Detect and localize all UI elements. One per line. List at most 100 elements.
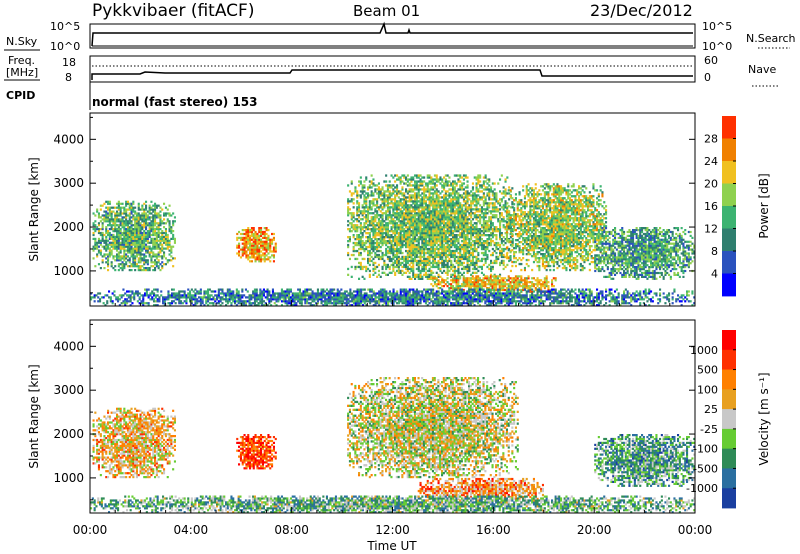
- power-echo-cell: [347, 184, 350, 187]
- power-echo-cell: [105, 228, 108, 231]
- power-echo-cell: [433, 218, 436, 221]
- power-echo-cell: [423, 228, 426, 231]
- power-echo-cell: [249, 230, 252, 234]
- power-echo-cell: [522, 231, 525, 234]
- power-echo-cell: [486, 283, 489, 286]
- power-echo-cell: [414, 202, 417, 205]
- power-echo-cell: [161, 247, 164, 250]
- power-echo-cell: [488, 228, 491, 231]
- power-echo-cell: [163, 218, 166, 221]
- power-echo-cell: [370, 216, 373, 219]
- power-echo-cell: [443, 186, 446, 189]
- power-echo-cell: [423, 240, 426, 243]
- power-echo-cell: [475, 285, 478, 288]
- power-echo-cell: [529, 203, 532, 206]
- power-echo-cell: [432, 236, 435, 239]
- power-echo-cell: [236, 236, 239, 239]
- power-echo-cell: [518, 279, 521, 282]
- power-echo-cell: [459, 228, 462, 231]
- power-echo-cell: [401, 198, 404, 201]
- power-echo-cell: [430, 273, 433, 276]
- power-echo-cell: [433, 265, 436, 269]
- power-echo-cell: [139, 216, 142, 219]
- power-echo-cell: [405, 216, 408, 219]
- power-echo-cell: [423, 243, 426, 247]
- power-echo-cell: [415, 184, 418, 187]
- power-echo-cell: [504, 283, 507, 286]
- power-echo-cell: [499, 226, 502, 229]
- power-echo-cell: [552, 290, 555, 294]
- power-echo-cell: [452, 204, 455, 207]
- power-echo-cell: [170, 245, 173, 248]
- power-echo-cell: [443, 210, 446, 213]
- power-echo-cell: [116, 220, 119, 223]
- power-echo-cell: [130, 220, 133, 223]
- power-echo-cell: [126, 259, 129, 262]
- power-echo-cell: [410, 184, 413, 187]
- power-echo-cell: [507, 215, 510, 218]
- power-echo-cell: [157, 261, 160, 264]
- power-echo-cell: [132, 228, 135, 231]
- power-echo-cell: [247, 248, 250, 251]
- power-echo-cell: [410, 176, 413, 179]
- power-echo-cell: [163, 241, 166, 244]
- power-echo-cell: [152, 214, 155, 217]
- power-echo-cell: [408, 277, 411, 280]
- power-echo-cell: [103, 202, 106, 205]
- power-echo-cell: [502, 186, 505, 189]
- power-echo-cell: [386, 206, 389, 209]
- power-echo-cell: [471, 285, 474, 288]
- power-echo-cell: [534, 187, 537, 190]
- power-echo-cell: [145, 226, 148, 229]
- power-echo-cell: [97, 216, 100, 219]
- power-echo-cell: [500, 251, 503, 255]
- power-echo-cell: [511, 281, 514, 284]
- power-echo-cell: [256, 232, 259, 236]
- power-echo-cell: [121, 257, 124, 260]
- power-echo-cell: [471, 253, 474, 257]
- power-echo-cell: [448, 192, 451, 195]
- power-echo-cell: [531, 215, 534, 218]
- power-echo-cell: [477, 216, 480, 219]
- power-echo-cell: [97, 230, 100, 233]
- power-echo-cell: [128, 214, 131, 217]
- power-echo-cell: [505, 257, 508, 260]
- power-echo-cell: [376, 224, 379, 227]
- power-echo-cell: [505, 287, 508, 290]
- power-echo-cell: [430, 261, 433, 265]
- power-echo-cell: [433, 283, 436, 286]
- power-echo-cell: [473, 263, 476, 267]
- power-echo-cell: [139, 265, 142, 268]
- power-echo-cell: [455, 228, 458, 231]
- power-echo-cell: [260, 230, 263, 234]
- power-echo-cell: [444, 283, 447, 286]
- power-echo-cell: [361, 257, 364, 261]
- power-echo-cell: [155, 237, 158, 240]
- power-echo-cell: [150, 206, 153, 209]
- power-echo-cell: [347, 243, 350, 247]
- power-echo-cell: [163, 237, 166, 240]
- power-echo-cell: [374, 251, 377, 255]
- power-echo-cell: [406, 222, 409, 225]
- power-echo-cell: [421, 214, 424, 217]
- power-echo-cell: [265, 227, 268, 230]
- power-echo-cell: [426, 277, 429, 280]
- power-echo-cell: [428, 277, 431, 280]
- power-echo-cell: [164, 235, 167, 238]
- power-echo-cell: [350, 194, 353, 197]
- power-echo-cell: [123, 263, 126, 266]
- power-echo-cell: [452, 218, 455, 221]
- power-echo-cell: [154, 202, 157, 205]
- power-echo-cell: [367, 249, 370, 253]
- power-echo-cell: [110, 228, 113, 231]
- power-echo-cell: [457, 194, 460, 197]
- power-echo-cell: [435, 255, 438, 259]
- power-echo-cell: [396, 236, 399, 239]
- power-echo-cell: [154, 218, 157, 221]
- power-echo-cell: [538, 279, 541, 282]
- power-echo-cell: [469, 279, 472, 282]
- power-echo-cell: [152, 253, 155, 256]
- power-echo-cell: [490, 238, 493, 241]
- power-echo-cell: [459, 222, 462, 225]
- power-echo-cell: [520, 201, 523, 204]
